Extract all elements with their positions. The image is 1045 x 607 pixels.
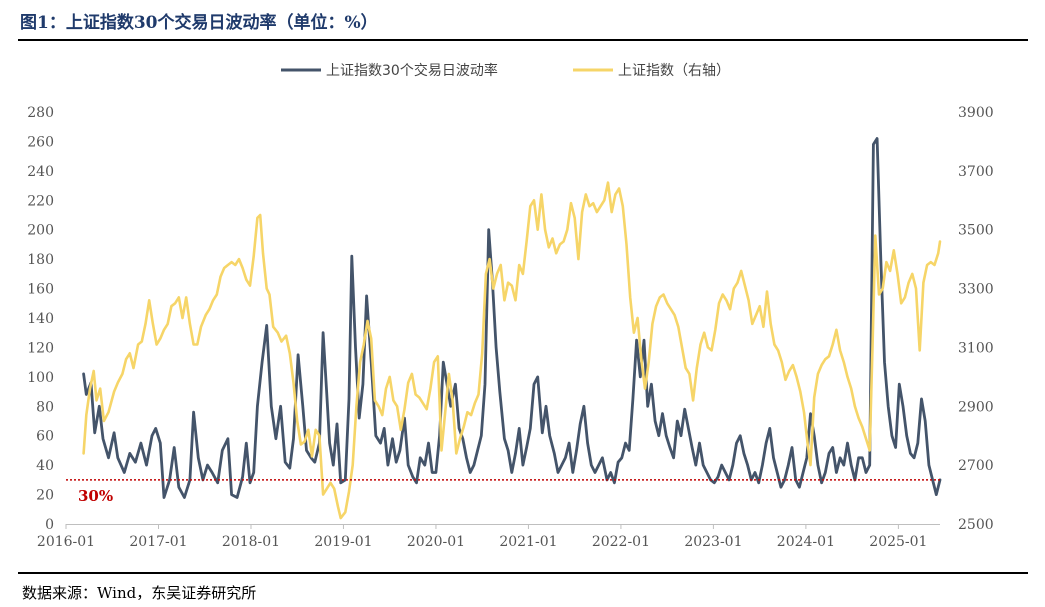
y-right-tick-label: 2700 xyxy=(958,458,994,474)
figure-title: 图1：上证指数30个交易日波动率（单位：%） xyxy=(20,13,378,33)
y-left-tick-label: 20 xyxy=(36,488,54,504)
legend-label-volatility: 上证指数30个交易日波动率 xyxy=(326,62,498,79)
y-right-tick-label: 3500 xyxy=(958,223,994,239)
y-left-tick-label: 240 xyxy=(27,164,54,180)
x-tick-label: 2020-01 xyxy=(407,534,465,550)
y-left-tick-label: 100 xyxy=(27,370,54,386)
sse-index-series-line xyxy=(82,181,942,520)
y-left-tick-label: 0 xyxy=(45,517,54,533)
x-tick-label: 2016-01 xyxy=(37,534,95,550)
y-left-tick-label: 260 xyxy=(27,134,54,150)
y-right-tick-label: 3300 xyxy=(958,282,994,298)
y-left-tick-label: 120 xyxy=(27,340,54,356)
y-left-tick-label: 60 xyxy=(36,429,54,445)
bottom-rule xyxy=(18,572,1028,574)
y-right-tick-label: 2900 xyxy=(958,399,994,415)
y-left-tick-label: 280 xyxy=(27,105,54,121)
y-left-tick-label: 200 xyxy=(27,223,54,239)
chart-svg: 0 20 40 60 80 100 120 140 160 180 200 220 240 260 280 2… xyxy=(27,62,994,550)
x-tick-label: 2023-01 xyxy=(684,534,742,550)
reference-line-label: 30% xyxy=(78,487,113,505)
y-right-tick-label: 3700 xyxy=(958,164,994,180)
y-left-tick-label: 180 xyxy=(27,252,54,268)
x-tick-label: 2019-01 xyxy=(314,534,372,550)
x-tick-label: 2021-01 xyxy=(499,534,557,550)
volatility-series-line xyxy=(82,137,942,499)
x-tick-label: 2022-01 xyxy=(592,534,650,550)
y-left-tick-label: 140 xyxy=(27,311,54,327)
top-rule xyxy=(18,39,1028,41)
x-tick-label: 2018-01 xyxy=(222,534,280,550)
y-left-tick-label: 220 xyxy=(27,193,54,209)
x-tick-label: 2024-01 xyxy=(777,534,835,550)
y-left-tick-label: 80 xyxy=(36,399,54,415)
y-right-tick-label: 3900 xyxy=(958,105,994,121)
y-left-tick-label: 160 xyxy=(27,282,54,298)
legend-label-index: 上证指数（右轴） xyxy=(618,63,730,79)
y-right-tick-label: 2500 xyxy=(958,517,994,533)
x-tick-label: 2017-01 xyxy=(129,534,187,550)
y-left-tick-label: 40 xyxy=(36,458,54,474)
x-tick-label: 2025-01 xyxy=(869,534,927,550)
y-right-tick-label: 3100 xyxy=(958,340,994,356)
chart-area: 0 20 40 60 80 100 120 140 160 180 200 220 240 260 280 2… xyxy=(18,42,1028,572)
source-note: 数据来源：Wind，东吴证券研究所 xyxy=(22,584,257,602)
